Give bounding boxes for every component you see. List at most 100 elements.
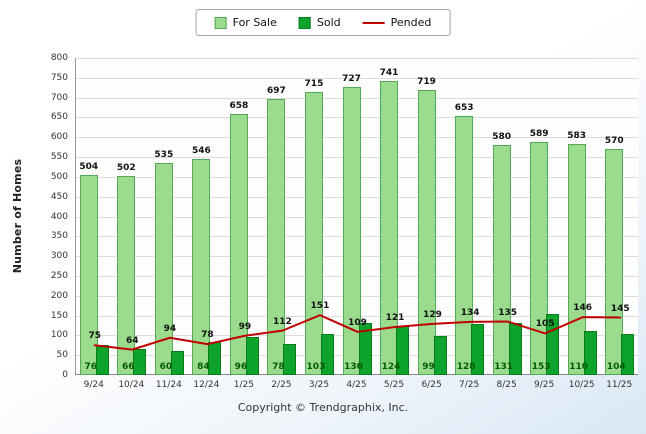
y-axis-tick-label: 550	[50, 152, 68, 163]
x-axis-tick-label: 4/25	[346, 380, 367, 390]
for-sale-value-label: 502	[116, 163, 136, 174]
pended-value-label: 64	[126, 335, 139, 346]
y-axis-tick-label: 0	[62, 370, 68, 380]
pended-value-label: 145	[610, 303, 630, 314]
x-axis-tick-label: 10/25	[568, 380, 595, 390]
sold-swatch-icon	[298, 16, 311, 29]
sold-bar	[433, 335, 447, 375]
pended-value-label: 105	[535, 319, 555, 330]
pended-value-label: 78	[201, 330, 214, 341]
sold-bar	[583, 331, 597, 375]
for-sale-value-label: 580	[492, 132, 512, 143]
gridline	[76, 77, 638, 79]
sold-value-label: 60	[159, 362, 173, 372]
for-sale-value-label: 658	[229, 101, 249, 112]
y-axis-tick-label: 600	[50, 132, 68, 143]
y-axis-tick-label: 100	[50, 330, 68, 341]
for-sale-bar	[455, 116, 474, 375]
for-sale-bar	[492, 145, 511, 375]
y-axis-tick-label: 450	[50, 191, 68, 202]
y-axis-tick-label: 700	[50, 92, 68, 103]
y-axis-tick-label: 350	[50, 231, 68, 242]
pended-value-label: 75	[88, 331, 102, 342]
legend-label-sold: Sold	[316, 16, 341, 29]
y-axis-tick-label: 50	[56, 350, 68, 361]
chart-legend: For Sale Sold Pended	[195, 9, 451, 36]
for-sale-value-label: 727	[342, 73, 361, 84]
pended-value-label: 146	[573, 303, 593, 314]
y-axis-tick-label: 250	[50, 270, 68, 281]
for-sale-value-label: 504	[79, 162, 99, 173]
for-sale-bar	[79, 175, 98, 375]
sold-value-label: 131	[494, 362, 514, 372]
sold-value-label: 104	[606, 362, 626, 372]
x-axis-tick-label: 2/25	[271, 380, 292, 390]
pended-value-label: 112	[273, 316, 292, 327]
pended-value-label: 134	[460, 307, 480, 318]
sold-value-label: 153	[531, 362, 551, 372]
pended-line-icon	[362, 21, 385, 24]
y-axis-tick-label: 150	[50, 310, 68, 321]
sold-bar	[320, 334, 334, 375]
sold-bar	[245, 336, 259, 375]
sold-value-label: 124	[381, 362, 401, 372]
plot-area: 504 76 502 66 535 60 546 84 658 96 697 78 715 103 727 1…	[75, 58, 638, 375]
for-sale-bar	[117, 176, 136, 375]
gridline	[76, 58, 638, 59]
for-sale-bar	[229, 114, 248, 375]
copyright-text: Copyright © Trendgraphix, Inc.	[237, 401, 409, 414]
pended-value-label: 129	[423, 309, 442, 320]
x-axis-tick-label: 9/24	[83, 380, 104, 390]
pended-value-label: 94	[163, 323, 177, 334]
x-axis-tick-label: 11/24	[155, 380, 182, 390]
x-axis-tick-label: 11/25	[606, 380, 633, 390]
sold-bar	[170, 351, 184, 375]
for-sale-bar	[530, 141, 549, 375]
x-axis-tick-label: 7/25	[458, 380, 480, 390]
sold-value-label: 76	[84, 362, 98, 372]
for-sale-value-label: 697	[267, 85, 286, 96]
y-axis-tick-label: 750	[50, 72, 68, 83]
sold-value-label: 103	[306, 362, 326, 372]
legend-item-pended: Pended	[362, 16, 432, 29]
legend-label-pended: Pended	[390, 16, 432, 29]
for-sale-bar	[267, 98, 286, 375]
legend-item-sold: Sold	[298, 16, 341, 29]
for-sale-value-label: 589	[529, 128, 549, 139]
sold-bar	[283, 344, 297, 375]
sold-value-label: 130	[344, 362, 363, 372]
for-sale-bar	[417, 90, 436, 375]
pended-value-label: 135	[498, 307, 518, 318]
x-axis-tick-label: 10/24	[118, 380, 145, 390]
sold-value-label: 96	[234, 362, 248, 372]
sold-value-label: 99	[422, 362, 435, 372]
for-sale-bar	[342, 86, 361, 375]
for-sale-value-label: 570	[604, 136, 624, 147]
pended-line	[93, 314, 622, 351]
x-axis-tick-label: 12/24	[193, 380, 220, 390]
x-axis-tick-label: 8/25	[496, 380, 517, 390]
sold-value-label: 84	[197, 362, 210, 372]
x-axis-tick-label: 6/25	[421, 380, 442, 390]
sold-value-label: 128	[456, 362, 476, 372]
x-axis-tick-label: 3/25	[308, 380, 330, 390]
for-sale-value-label: 719	[417, 77, 436, 88]
for-sale-bar	[380, 81, 399, 375]
sold-value-label: 66	[122, 362, 135, 372]
for-sale-bar	[304, 91, 323, 375]
pended-value-label: 151	[310, 301, 330, 312]
y-axis-tick-label: 500	[50, 171, 68, 182]
sold-value-label: 78	[272, 362, 285, 372]
y-axis-tick-label: 300	[50, 251, 68, 262]
x-axis-tick-label: 9/25	[534, 380, 555, 390]
pended-value-label: 109	[348, 317, 367, 328]
for-sale-value-label: 741	[379, 68, 399, 79]
sold-bar	[621, 333, 635, 375]
y-axis-tick-label: 800	[50, 53, 68, 63]
for-sale-swatch-icon	[214, 16, 227, 29]
sold-bar	[358, 323, 372, 375]
y-axis-title: Number of Homes	[11, 158, 24, 274]
x-axis-tick-label: 5/25	[383, 380, 405, 390]
x-axis-tick-label: 1/25	[233, 380, 254, 390]
